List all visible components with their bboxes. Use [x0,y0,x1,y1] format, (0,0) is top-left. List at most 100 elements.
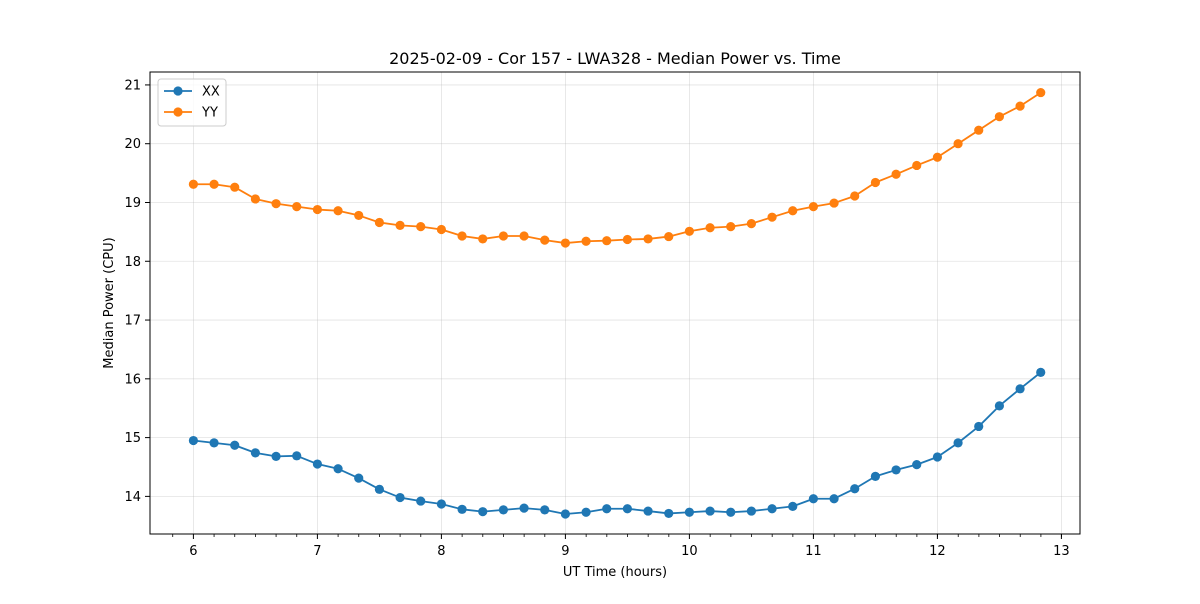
series-group [188,87,1046,519]
data-point-yy [230,182,240,192]
data-point-xx [250,448,260,458]
data-point-yy [354,210,364,221]
data-point-xx [829,494,839,504]
data-point-yy [374,217,384,228]
series-xx [188,367,1046,519]
data-point-xx [850,484,860,494]
data-point-yy [292,202,302,212]
data-point-xx [540,505,550,515]
data-point-xx [643,506,653,516]
data-point-yy [684,226,695,236]
data-point-xx [416,496,426,506]
data-point-xx [891,465,901,475]
data-point-xx [457,504,467,514]
data-point-yy [767,212,777,222]
data-point-yy [333,206,343,216]
data-point-xx [292,451,302,461]
data-point-yy [457,231,467,241]
data-point-xx [953,438,963,448]
data-point-xx [1036,367,1046,377]
data-point-xx [374,484,384,494]
x-axis-label: UT Time (hours) [563,565,667,580]
data-point-yy [498,231,508,241]
y-tick-label: 16 [124,372,141,387]
data-point-yy [312,204,322,215]
data-point-xx [602,504,612,514]
data-point-yy [705,223,715,233]
data-point-xx [519,503,529,513]
data-point-xx [436,499,446,509]
data-point-yy [1015,101,1025,111]
y-tick-label: 14 [124,490,141,505]
data-point-yy [560,238,571,248]
data-point-yy [850,191,860,201]
legend-marker [173,107,183,117]
data-point-xx [498,505,508,515]
y-tick-label: 18 [124,255,141,270]
data-point-xx [912,460,922,470]
data-point-yy [540,235,550,245]
data-point-xx [746,506,757,516]
data-point-xx [560,509,571,519]
data-point-xx [1015,384,1025,394]
data-point-yy [395,220,405,231]
data-point-yy [519,231,529,241]
axes: 6 7 8 9 10 11 12 13 14 15 16 17 18 19 20 21 [124,78,1069,559]
y-tick-label: 20 [124,137,141,152]
data-point-xx [664,508,674,519]
plot-frame [149,71,1081,535]
data-point-yy [932,152,943,162]
data-point-xx [230,440,240,450]
data-point-yy [602,236,612,246]
data-point-xx [870,471,881,481]
legend-item-xx: XX [164,85,220,100]
data-point-yy [478,234,488,244]
data-point-yy [1036,87,1046,98]
data-point-yy [250,194,260,204]
legend: XX YY [157,78,227,127]
data-point-xx [767,504,777,514]
data-point-yy [271,199,281,209]
data-point-yy [209,179,219,189]
data-point-xx [271,451,281,462]
data-point-yy [416,221,426,232]
data-point-xx [209,438,219,448]
data-point-xx [354,473,364,483]
data-point-yy [726,221,736,232]
data-point-yy [436,224,446,235]
y-tick-label: 19 [124,196,141,211]
data-point-yy [808,202,819,212]
data-point-yy [664,231,674,242]
chart-title: 2025-02-09 - Cor 157 - LWA328 - Median P… [389,49,841,68]
x-tick-label: 13 [1053,544,1070,559]
legend-item-yy: YY [164,106,218,121]
grid-lines [150,72,1080,534]
data-point-xx [705,506,715,516]
x-tick-label: 9 [561,544,569,559]
x-tick-label: 7 [313,544,321,559]
y-tick-label: 15 [124,431,141,446]
data-point-yy [829,198,839,208]
data-point-yy [974,125,984,135]
data-point-yy [746,219,757,229]
data-point-yy [788,206,798,216]
x-tick-label: 12 [929,544,946,559]
y-tick-label: 17 [124,314,141,329]
data-point-yy [891,169,901,179]
data-point-xx [994,401,1005,411]
series-yy [188,87,1046,248]
data-point-yy [912,160,922,171]
data-point-xx [333,464,343,474]
data-point-xx [312,459,322,469]
x-tick-label: 8 [437,544,445,559]
legend-label: XX [202,85,220,100]
x-tick-label: 10 [681,544,698,559]
x-tick-label: 11 [805,544,822,559]
data-point-yy [188,179,198,189]
data-point-yy [643,234,653,244]
data-point-xx [581,507,591,517]
data-point-xx [974,421,984,432]
y-axis-label: Median Power (CPU) [102,237,117,368]
data-point-xx [684,507,695,517]
